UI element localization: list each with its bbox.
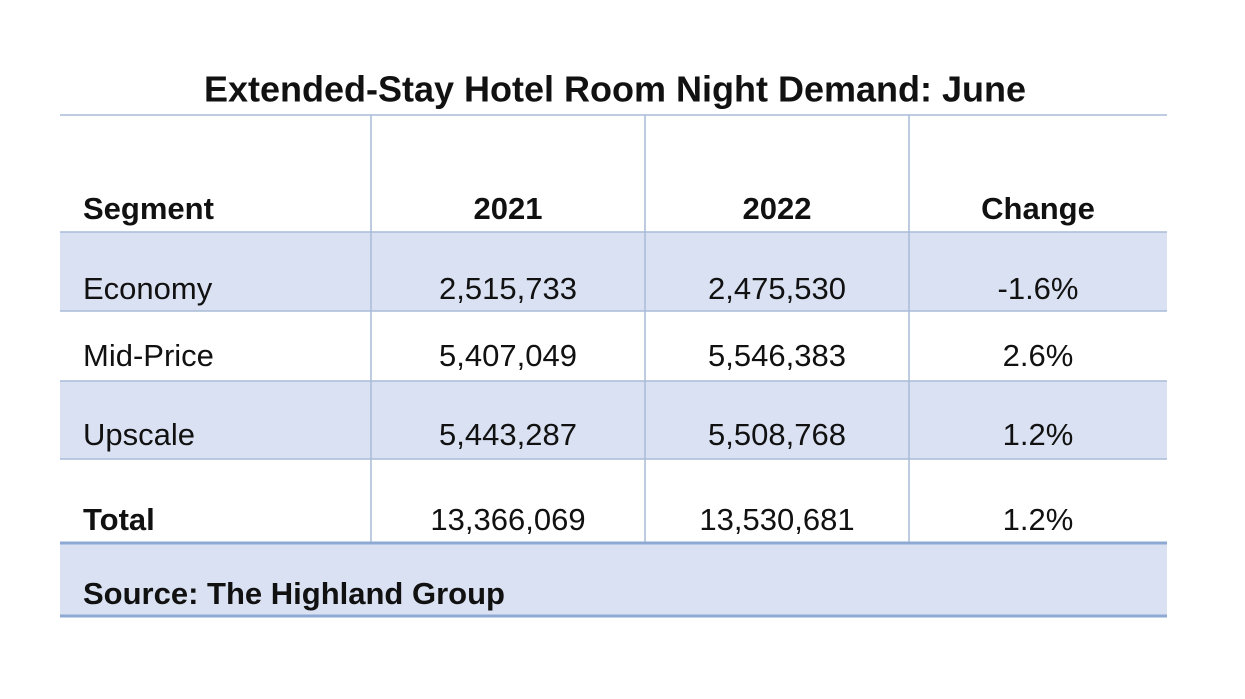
- column-header: 2021: [474, 191, 543, 226]
- cell: 2,515,733: [439, 271, 577, 306]
- cell: 5,407,049: [439, 338, 577, 373]
- cell: 5,508,768: [708, 417, 846, 452]
- row-label: Upscale: [83, 417, 195, 452]
- cell: 13,530,681: [699, 502, 854, 537]
- grid: [60, 114, 1167, 543]
- cell: 5,546,383: [708, 338, 846, 373]
- row-label: Mid-Price: [83, 338, 214, 373]
- table-title: Extended-Stay Hotel Room Night Demand: J…: [204, 69, 1026, 110]
- row-label: Economy: [83, 271, 213, 306]
- row-shade: [60, 381, 1167, 459]
- cell: 1.2%: [1003, 502, 1074, 537]
- cell: 2.6%: [1003, 338, 1074, 373]
- row-shade: [60, 543, 1167, 616]
- row-label: Total: [83, 502, 155, 537]
- column-header: Change: [981, 191, 1095, 226]
- cell: -1.6%: [998, 271, 1079, 306]
- cell: 5,443,287: [439, 417, 577, 452]
- cell: 2,475,530: [708, 271, 846, 306]
- source-note: Source: The Highland Group: [83, 576, 505, 611]
- column-header: 2022: [743, 191, 812, 226]
- cell: 13,366,069: [430, 502, 585, 537]
- column-header: Segment: [83, 191, 214, 226]
- row-shade: [60, 232, 1167, 311]
- cell: 1.2%: [1003, 417, 1074, 452]
